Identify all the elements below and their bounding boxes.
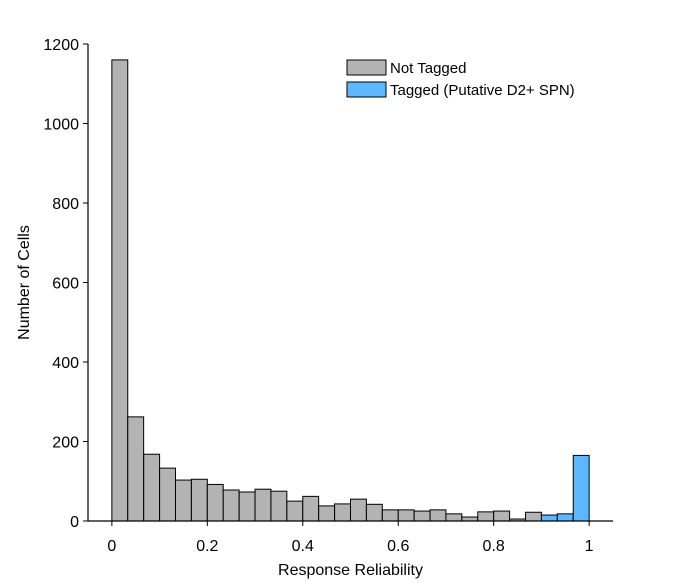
x-tick-label: 0.6 <box>387 538 409 555</box>
bar-not-tagged-10 <box>270 490 288 522</box>
bar-not-tagged-26 <box>525 511 542 522</box>
bar-not-tagged-5 <box>190 478 208 522</box>
y-tick-label: 600 <box>52 276 79 293</box>
bar-tagged-2 <box>572 454 590 522</box>
x-tick-label: 0.2 <box>196 538 218 555</box>
legend-label-tagged: Tagged (Putative D2+ SPN) <box>390 82 575 99</box>
y-tick-label: 1200 <box>43 37 79 54</box>
bar-not-tagged-17 <box>381 509 399 522</box>
legend-swatch-tagged <box>346 81 387 98</box>
bar-not-tagged-16 <box>365 503 383 522</box>
bar-not-tagged-1 <box>127 416 145 522</box>
y-tick-label: 1000 <box>43 117 79 134</box>
bar-not-tagged-2 <box>143 453 161 522</box>
bar-not-tagged-9 <box>254 488 272 522</box>
bar-not-tagged-12 <box>302 495 320 522</box>
legend: Not Tagged Tagged (Putative D2+ SPN) <box>346 59 575 99</box>
legend-swatch-not-tagged <box>346 59 387 76</box>
bar-not-tagged-20 <box>429 509 447 522</box>
axes-group <box>87 44 613 522</box>
x-axis-label: Response Reliability <box>278 562 423 579</box>
bar-not-tagged-13 <box>318 505 336 522</box>
bar-tagged-0 <box>540 514 558 522</box>
y-axis-label: Number of Cells <box>16 225 33 340</box>
bar-not-tagged-3 <box>159 467 176 522</box>
ticks-group: 0 200 400 600 800 1000 1200 0 0.2 0.4 0.6 0.8 1 <box>43 37 593 555</box>
bar-not-tagged-24 <box>493 510 511 522</box>
y-tick-label: 0 <box>70 514 79 531</box>
y-tick-label: 400 <box>52 355 79 372</box>
x-tick-label: 1 <box>585 538 594 555</box>
x-tick-label: 0 <box>107 538 116 555</box>
bar-not-tagged-11 <box>286 500 304 522</box>
bar-not-tagged-14 <box>334 503 351 522</box>
bar-not-tagged-19 <box>413 510 431 522</box>
bar-not-tagged-0 <box>111 59 129 522</box>
bar-not-tagged-15 <box>350 498 367 522</box>
bar-not-tagged-21 <box>445 513 463 522</box>
bar-not-tagged-8 <box>238 491 256 522</box>
bars-group <box>111 59 590 522</box>
y-tick-label: 200 <box>52 435 79 452</box>
x-tick-label: 0.8 <box>483 538 505 555</box>
x-tick-label: 0.4 <box>292 538 314 555</box>
legend-label-not-tagged: Not Tagged <box>390 60 466 77</box>
bar-tagged-1 <box>556 513 574 522</box>
bar-not-tagged-18 <box>397 509 415 522</box>
y-tick-label: 800 <box>52 196 79 213</box>
bar-not-tagged-6 <box>206 483 224 522</box>
bar-not-tagged-4 <box>174 479 192 522</box>
bar-not-tagged-7 <box>222 489 240 522</box>
bar-not-tagged-23 <box>477 511 495 522</box>
